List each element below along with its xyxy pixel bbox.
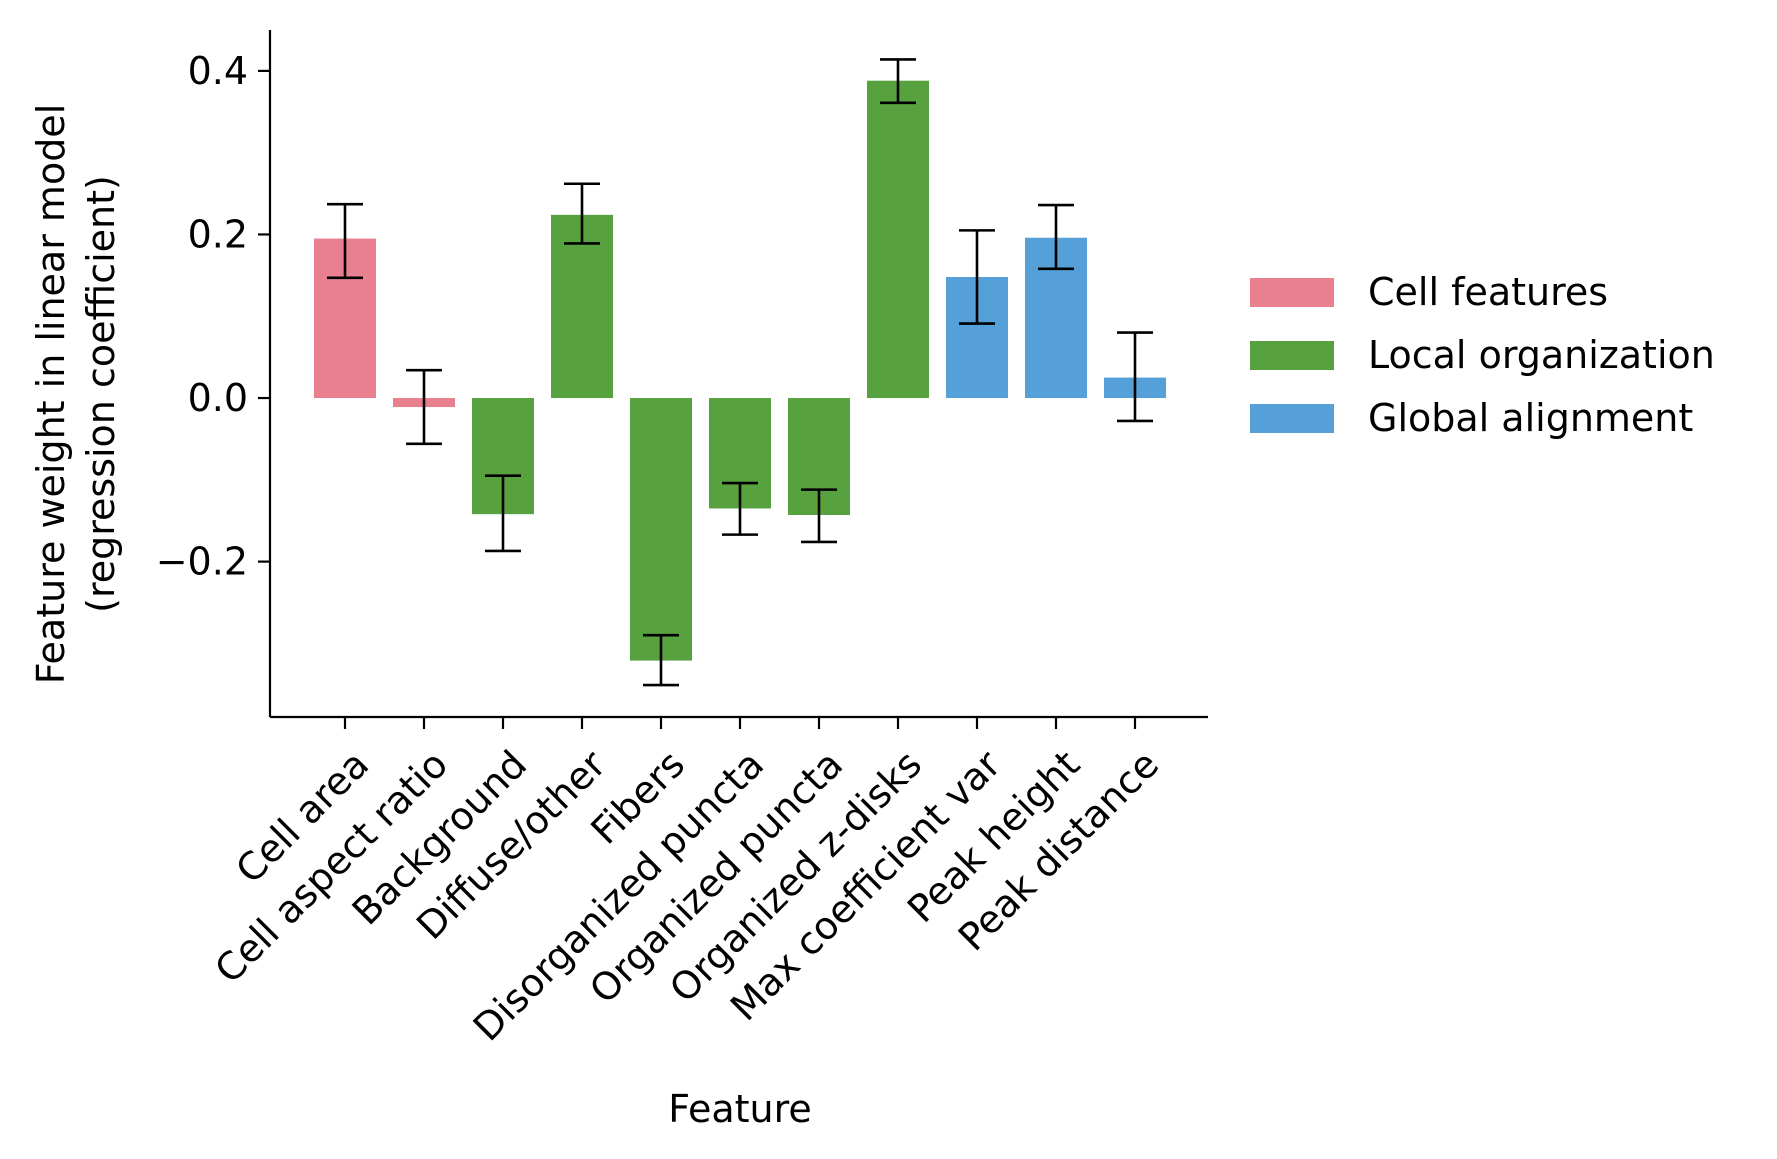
y-tick-label-2: 0.2 — [188, 212, 248, 256]
legend-swatch-1 — [1250, 341, 1334, 370]
y-ticks-layer: −0.2 0.0 0.2 0.4 — [156, 49, 270, 584]
x-axis-label: Feature — [668, 1087, 812, 1131]
legend-label-1: Local organization — [1368, 333, 1715, 377]
y-axis-label-line2: (regression coefficient) — [79, 175, 123, 613]
y-tick-label-0: −0.2 — [156, 540, 248, 584]
y-axis-label-line1: Feature weight in linear model — [29, 104, 73, 684]
legend-swatch-2 — [1250, 404, 1334, 433]
legend-label-0: Cell features — [1368, 270, 1608, 314]
legend-swatch-0 — [1250, 278, 1334, 307]
bar-7 — [867, 80, 929, 399]
bar-4 — [630, 398, 692, 661]
bar-3 — [551, 214, 613, 399]
legend: Cell features Local organization Global al… — [1250, 270, 1715, 440]
error-bars-layer — [327, 58, 1153, 687]
y-axis-label: Feature weight in linear model (regressi… — [29, 104, 123, 684]
y-tick-label-3: 0.4 — [188, 49, 248, 93]
y-tick-label-1: 0.0 — [188, 376, 248, 420]
legend-label-2: Global alignment — [1368, 396, 1693, 440]
